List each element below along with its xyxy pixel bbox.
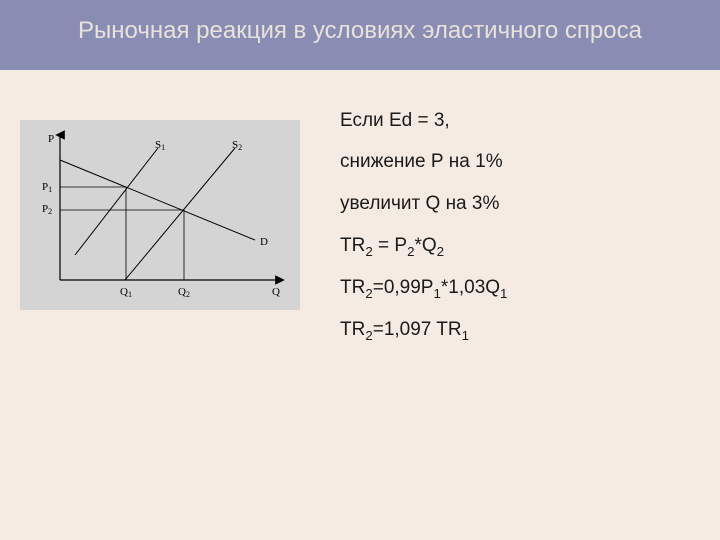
economics-chart: P P1 P2 Q1 Q2 Q S1 S2 D (20, 120, 300, 310)
text-line-3: увеличит Q на 3% (340, 183, 700, 225)
label-q: Q (272, 286, 280, 298)
content-area: P P1 P2 Q1 Q2 Q S1 S2 D Если Еd = 3, сни… (0, 70, 720, 381)
label-q2: Q2 (178, 286, 190, 299)
text-line-2: снижение Р на 1% (340, 141, 700, 183)
text-line-5: TR2=0,99P1*1,03Q1 (340, 267, 700, 309)
text-line-1: Если Еd = 3, (340, 100, 700, 142)
text-block: Если Еd = 3, снижение Р на 1% увеличит Q… (340, 100, 700, 351)
label-d: D (260, 236, 268, 248)
slide-title: Рыночная реакция в условиях эластичного … (0, 0, 720, 70)
text-line-6: TR2=1,097 TR1 (340, 309, 700, 351)
label-q1: Q1 (120, 286, 132, 299)
demand-line (60, 160, 255, 240)
label-s1: S1 (155, 139, 165, 152)
text-line-4: TR2 = P2*Q2 (340, 225, 700, 267)
label-p1: P1 (42, 181, 52, 194)
chart-svg: P P1 P2 Q1 Q2 Q S1 S2 D (20, 120, 300, 310)
label-p: P (48, 133, 54, 145)
label-p2: P2 (42, 203, 52, 216)
supply-2-line (125, 148, 235, 280)
label-s2: S2 (232, 139, 242, 152)
supply-1-line (75, 148, 158, 255)
